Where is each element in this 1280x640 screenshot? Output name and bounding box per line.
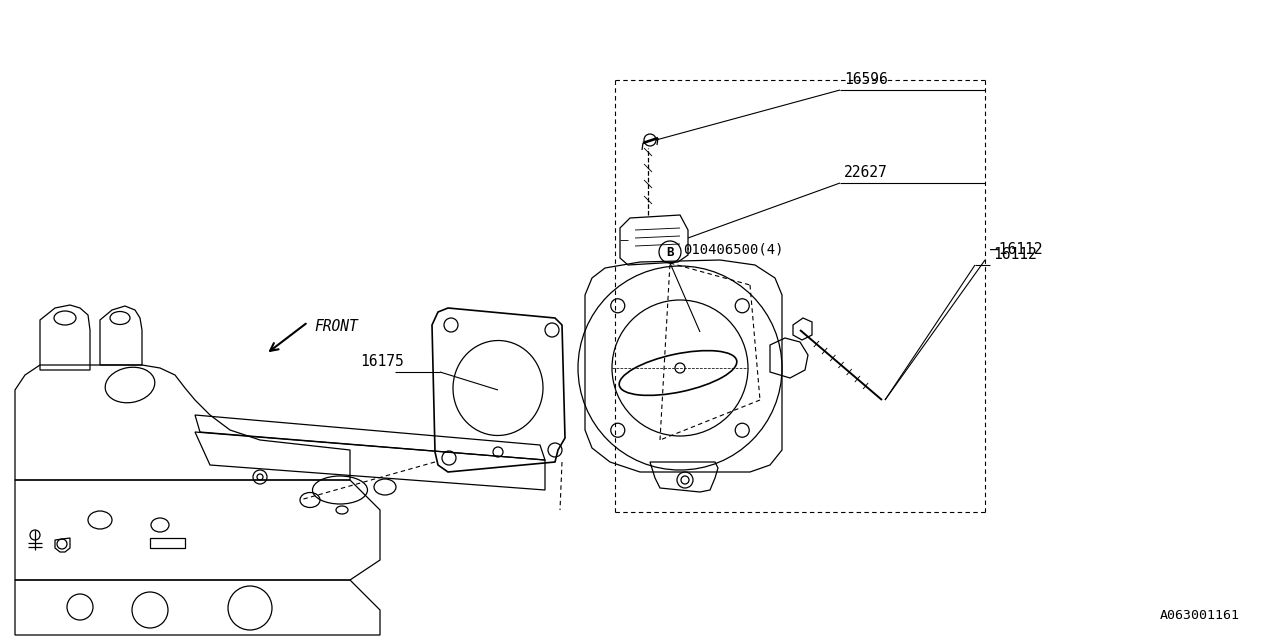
Text: 010406500(4): 010406500(4) bbox=[684, 242, 783, 256]
Text: 16112: 16112 bbox=[993, 247, 1037, 262]
Text: 16175: 16175 bbox=[360, 354, 403, 369]
Text: 16596: 16596 bbox=[844, 72, 888, 87]
Text: A063001161: A063001161 bbox=[1160, 609, 1240, 622]
Text: FRONT: FRONT bbox=[314, 319, 357, 333]
Text: 22627: 22627 bbox=[844, 165, 888, 180]
Text: B: B bbox=[667, 246, 673, 259]
Text: —16112: —16112 bbox=[989, 242, 1042, 257]
